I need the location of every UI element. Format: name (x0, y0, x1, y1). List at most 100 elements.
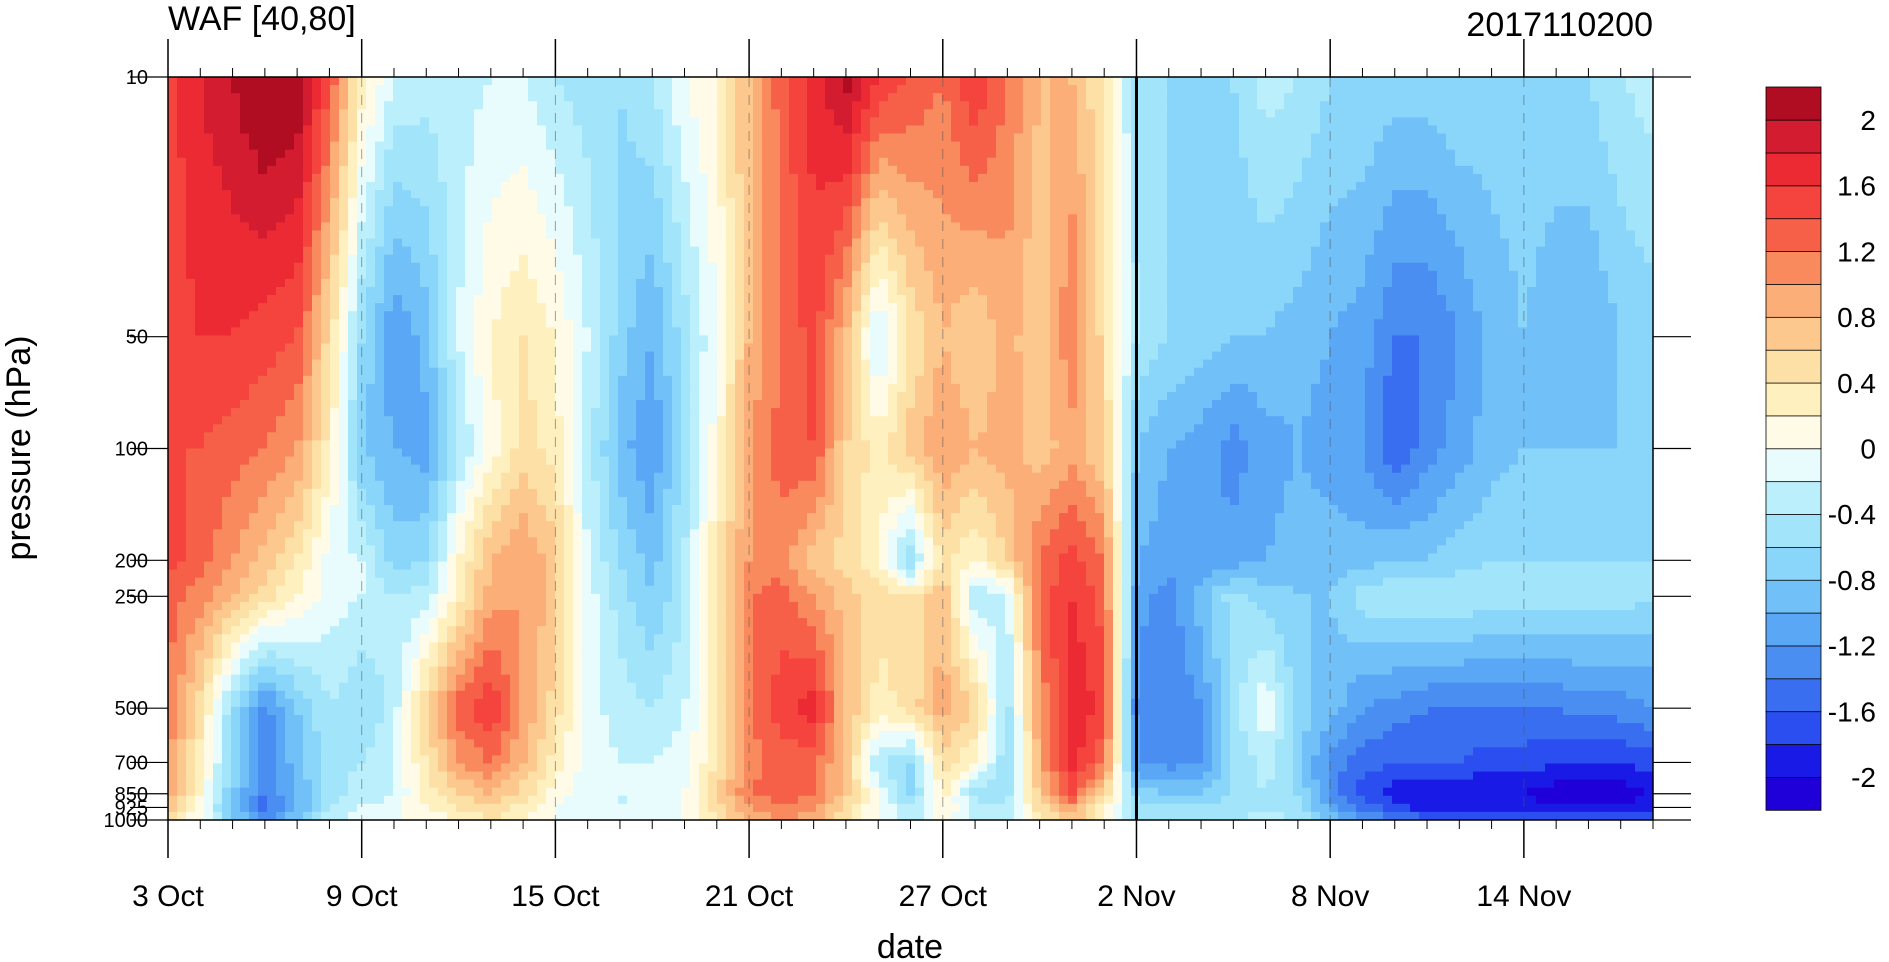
field-cell (492, 278, 502, 288)
field-cell (1185, 77, 1195, 86)
field-cell (1419, 222, 1429, 232)
field-cell (1428, 141, 1438, 151)
field-cell (1266, 206, 1276, 215)
field-cell (1599, 117, 1609, 127)
field-cell (1068, 93, 1078, 102)
field-cell (1455, 206, 1465, 215)
field-cell (1104, 206, 1114, 215)
field-cell (1599, 270, 1609, 280)
field-cell (1590, 278, 1600, 288)
field-cell (1095, 222, 1105, 232)
field-cell (1644, 101, 1653, 110)
field-cell (1104, 117, 1114, 127)
field-cell (1167, 157, 1177, 167)
field-cell (1617, 109, 1627, 118)
field-cell (1077, 262, 1087, 272)
field-cell (1221, 93, 1231, 102)
field-cell (438, 206, 448, 215)
field-cell (474, 206, 484, 215)
field-cell (1329, 141, 1339, 151)
field-cell (1239, 181, 1249, 191)
field-cell (1167, 303, 1177, 312)
field-cell (834, 262, 844, 272)
field-cell (1329, 77, 1339, 86)
field-cell (582, 133, 592, 143)
field-cell (1455, 198, 1465, 207)
field-cell (834, 181, 844, 191)
field-cell (456, 85, 466, 94)
field-cell (672, 295, 682, 304)
field-cell (780, 125, 790, 135)
field-cell (708, 198, 718, 207)
field-cell (303, 101, 313, 110)
field-cell (1086, 246, 1096, 256)
field-cell (1617, 165, 1627, 175)
field-cell (1401, 77, 1411, 86)
field-cell (1032, 254, 1042, 264)
field-cell (960, 133, 970, 143)
field-cell (312, 230, 322, 240)
field-cell (195, 109, 205, 118)
field-cell (501, 190, 511, 199)
field-cell (1365, 117, 1375, 127)
field-cell (168, 295, 178, 304)
field-cell (1230, 181, 1240, 191)
field-cell (375, 303, 385, 312)
field-cell (897, 214, 907, 223)
field-cell (807, 230, 817, 240)
field-cell (240, 262, 250, 272)
field-cell (1014, 85, 1024, 94)
field-cell (1041, 214, 1051, 223)
field-cell (1644, 311, 1653, 320)
field-cell (1032, 133, 1042, 143)
field-cell (1113, 109, 1123, 118)
field-cell (618, 238, 628, 248)
field-cell (1410, 222, 1420, 232)
field-cell (447, 254, 457, 264)
field-cell (258, 319, 268, 328)
field-cell (618, 286, 628, 296)
field-cell (717, 214, 727, 223)
field-cell (1626, 190, 1636, 199)
field-cell (1374, 93, 1384, 102)
field-cell (186, 173, 196, 183)
field-cell (1338, 125, 1348, 135)
field-cell (312, 157, 322, 167)
field-cell (204, 141, 214, 151)
field-cell (546, 254, 556, 264)
field-cell (600, 254, 610, 264)
field-cell (870, 149, 880, 159)
field-cell (1077, 101, 1087, 110)
field-cell (1284, 109, 1294, 118)
field-cell (753, 190, 763, 199)
field-cell (339, 295, 349, 304)
field-cell (1572, 230, 1582, 240)
field-cell (1509, 278, 1519, 288)
field-cell (1095, 262, 1105, 272)
field-cell (537, 165, 547, 175)
field-cell (366, 157, 376, 167)
field-cell (1041, 303, 1051, 312)
field-cell (1590, 165, 1600, 175)
field-cell (420, 311, 430, 320)
field-cell (969, 278, 979, 288)
field-cell (1338, 181, 1348, 191)
field-cell (1446, 149, 1456, 159)
field-cell (636, 222, 646, 232)
field-cell (1104, 190, 1114, 199)
field-cell (1356, 181, 1366, 191)
field-cell (447, 286, 457, 296)
field-cell (1455, 238, 1465, 248)
field-cell (879, 254, 889, 264)
field-cell (609, 181, 619, 191)
field-cell (1302, 262, 1312, 272)
field-cell (600, 238, 610, 248)
field-cell (195, 157, 205, 167)
field-cell (357, 286, 367, 296)
field-cell (501, 133, 511, 143)
field-cell (501, 238, 511, 248)
field-cell (312, 278, 322, 288)
field-cell (1194, 295, 1204, 304)
field-cell (177, 149, 187, 159)
field-cell (1311, 206, 1321, 215)
